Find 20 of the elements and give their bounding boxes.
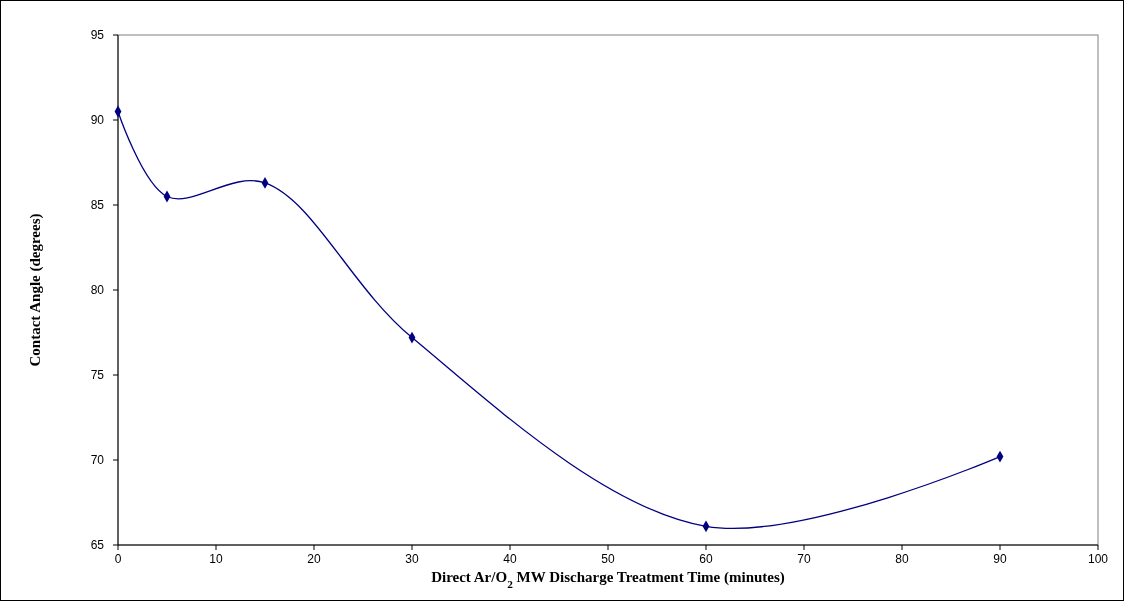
y-tick-label: 75 (90, 368, 105, 382)
y-tick-label: 65 (90, 538, 105, 552)
x-tick-label: 50 (601, 552, 615, 566)
x-tick-label: 90 (993, 552, 1007, 566)
y-tick-label: 70 (90, 453, 105, 467)
x-tick-label: 80 (895, 552, 909, 566)
x-tick-label: 0 (114, 552, 122, 566)
y-tick-label: 95 (90, 28, 105, 42)
x-tick-label: 60 (699, 552, 713, 566)
x-axis-title: Direct Ar/O$_{2}$ MW Discharge Treatment Time (minutes) (431, 569, 785, 590)
y-axis-title: Contact Angle (degrees) (27, 213, 44, 367)
y-tick-label: 80 (90, 283, 105, 297)
y-tick-label: 85 (90, 198, 105, 212)
x-tick-label: 40 (503, 552, 517, 566)
x-tick-label: 70 (797, 552, 811, 566)
y-tick-label: 90 (90, 113, 105, 127)
x-tick-label: 100 (1087, 552, 1109, 566)
x-tick-label: 20 (307, 552, 321, 566)
x-tick-label: 10 (209, 552, 223, 566)
x-tick-label: 30 (405, 552, 419, 566)
